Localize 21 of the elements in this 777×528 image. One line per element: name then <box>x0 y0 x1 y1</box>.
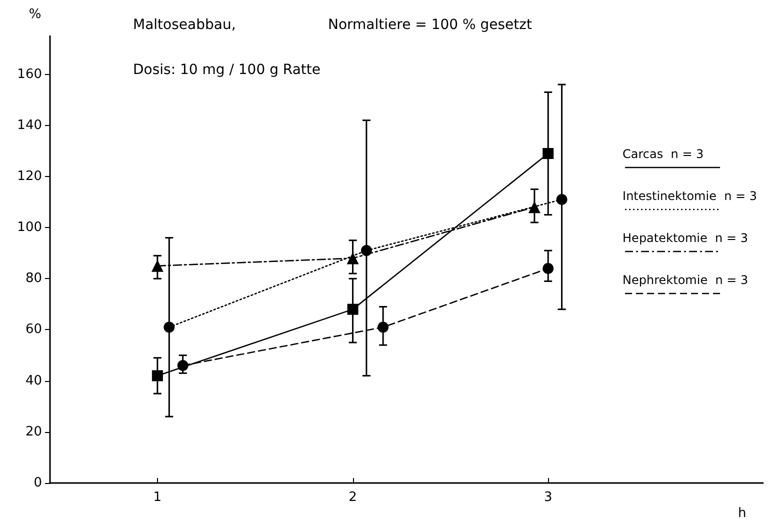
x-axis-title: h <box>738 506 746 521</box>
text: Intestinektomie n = 3 <box>622 189 757 203</box>
x-tick-label: 3 <box>544 490 552 505</box>
text: Hepatektomie n = 3 <box>622 231 748 245</box>
y-tick-label: 0 <box>34 476 42 490</box>
annotation: Dosis: 10 mg / 100 g Ratte <box>133 62 320 78</box>
x-tick-label: 1 <box>153 490 162 505</box>
text: Carcas n = 3 <box>622 147 704 161</box>
chart-subtitle: Normaltiere = 100 % gesetzt <box>328 17 533 33</box>
x-tick-label: 2 <box>348 490 357 505</box>
y-tick-label: 40 <box>25 373 42 388</box>
y-tick-label: 140 <box>17 118 42 133</box>
y-axis-title: % <box>28 7 42 22</box>
y-tick-label: 80 <box>25 271 42 286</box>
text: Nephrektomie n = 3 <box>622 273 748 287</box>
y-tick-label: 100 <box>17 220 42 236</box>
y-tick-label: 160 <box>17 66 42 82</box>
y-tick-label: 60 <box>25 322 42 338</box>
y-tick-label: 120 <box>17 168 42 184</box>
chart-title: Maltoseabbau, <box>133 17 236 33</box>
y-tick-label: 20 <box>25 424 42 440</box>
